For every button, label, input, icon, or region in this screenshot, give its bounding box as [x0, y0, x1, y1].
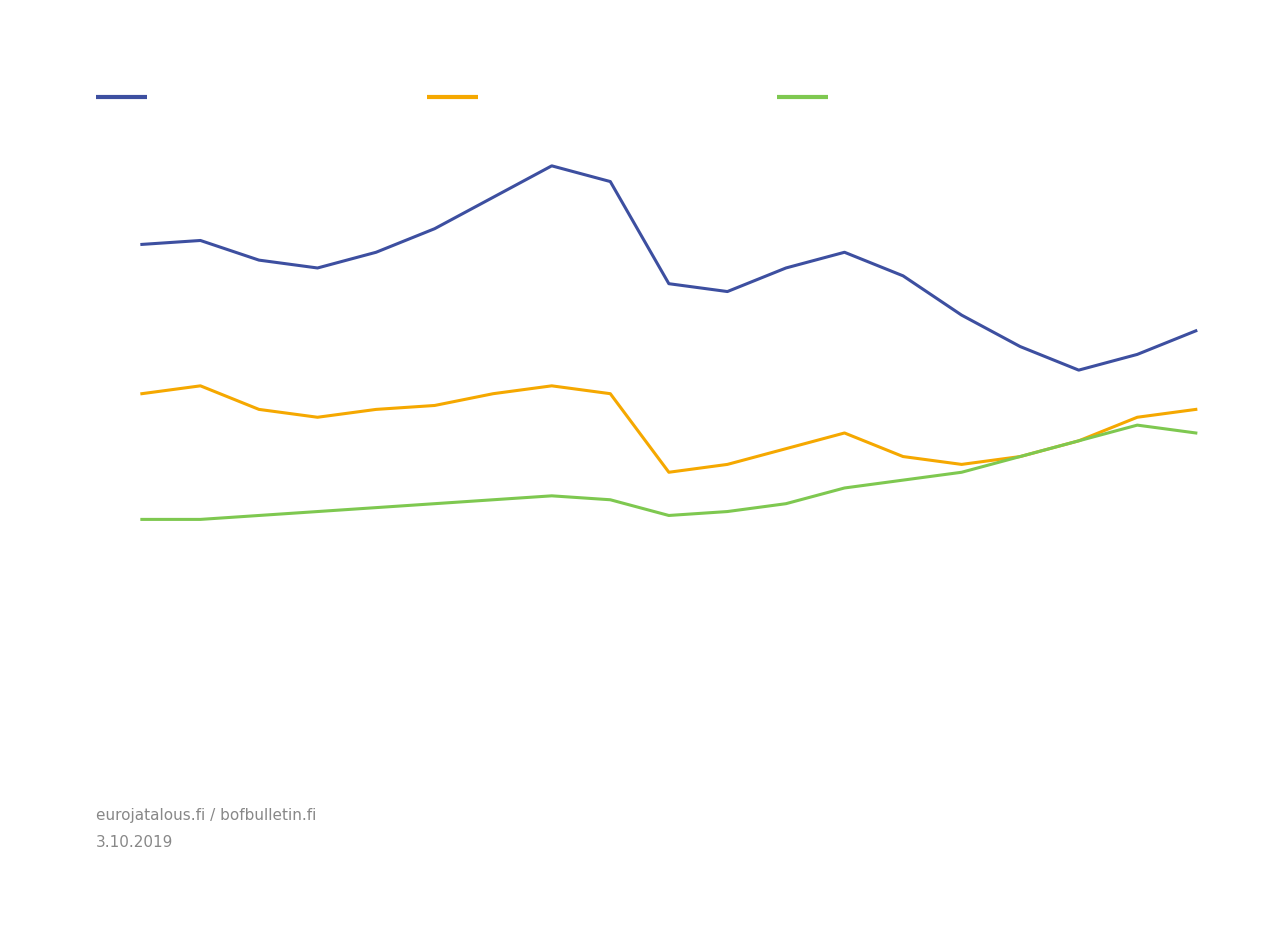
Text: eurojatalous.fi / bofbulletin.fi: eurojatalous.fi / bofbulletin.fi [96, 807, 316, 822]
Text: 3.10.2019: 3.10.2019 [96, 835, 173, 850]
